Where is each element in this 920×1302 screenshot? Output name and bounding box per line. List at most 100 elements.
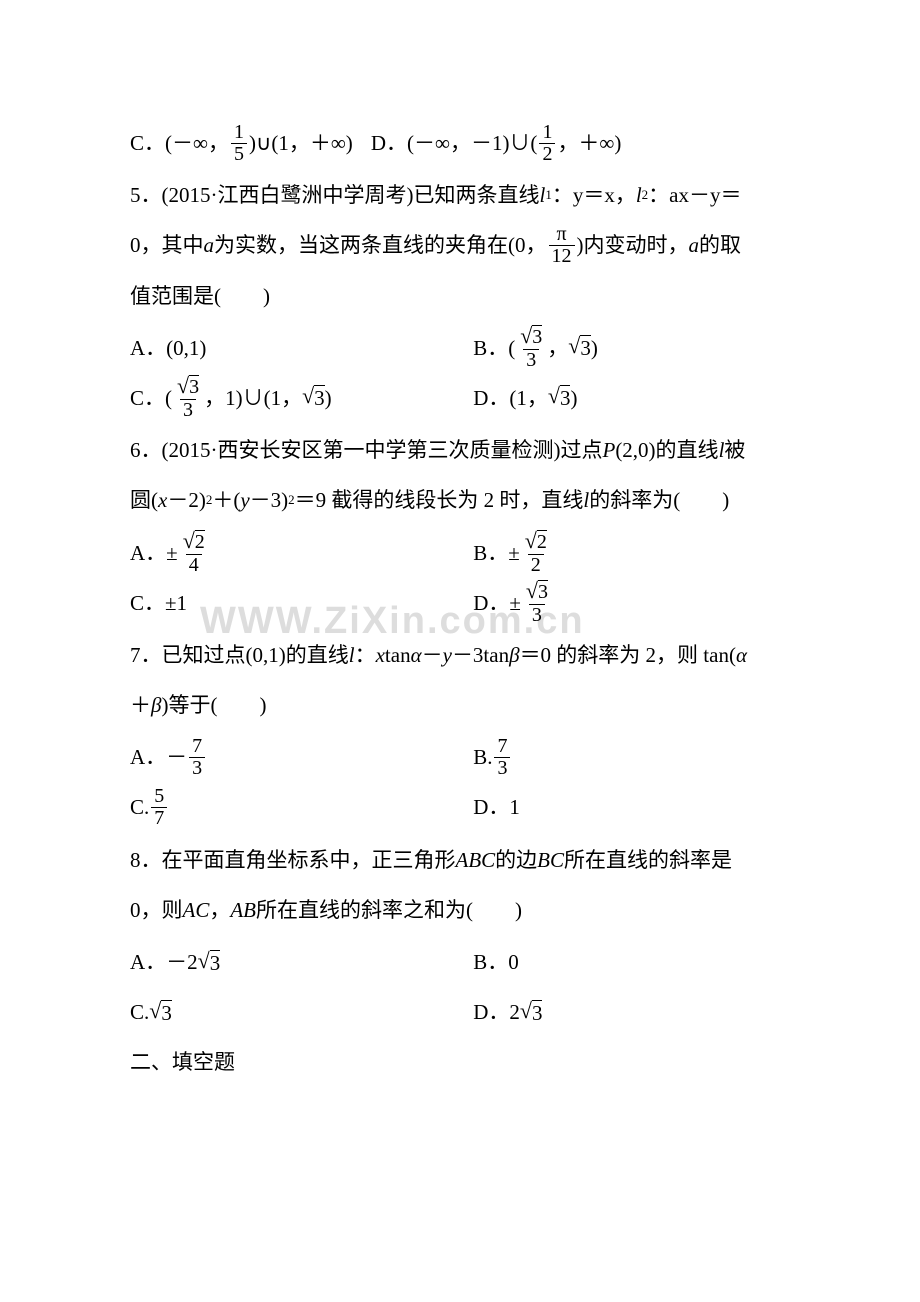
q6-optB-frac: √2 2 — [522, 530, 550, 576]
text: 为实数，当这两条直线的夹角在(0， — [214, 222, 547, 268]
q4-optC-prefix: C．(－∞， — [130, 120, 229, 166]
sqrt-arg: 3 — [538, 580, 548, 604]
text: ＋( — [212, 477, 240, 523]
frac-num: √2 — [180, 530, 208, 554]
text: D．(1， — [473, 375, 548, 421]
frac-den: 2 — [539, 143, 555, 165]
q5-optC-frac: √3 3 — [174, 375, 202, 421]
text: )内变动时， — [577, 222, 689, 268]
sqrt-arg: 3 — [580, 335, 591, 360]
frac-num: √2 — [522, 530, 550, 554]
frac-num: 7 — [494, 736, 510, 757]
text: tan — [385, 632, 411, 678]
q7-optB-frac: 7 3 — [494, 736, 510, 779]
text: C. — [130, 989, 149, 1035]
q6-optD: D．± √3 3 — [473, 580, 790, 626]
q6-optA: A．± √2 4 — [130, 530, 473, 576]
frac-num: √3 — [174, 375, 202, 399]
text: A．(0,1) — [130, 325, 206, 371]
q5-stem: 5．(2015·江西白鹭洲中学周考)已知两条直线 l1 ：y＝x， l2 ：ax… — [130, 172, 790, 319]
q8-optB: B．0 — [473, 939, 790, 985]
q7-optA-frac: 7 3 — [189, 736, 205, 779]
text: B．± — [473, 530, 520, 576]
q6-optA-frac: √2 4 — [180, 530, 208, 576]
q4-optD-frac: 1 2 — [539, 122, 555, 165]
sqrt: √3 — [568, 335, 591, 360]
frac-den: 4 — [186, 554, 202, 576]
sqrt-arg: 3 — [189, 375, 199, 399]
text: 二、填空题 — [130, 1039, 235, 1085]
text: ： — [355, 632, 376, 678]
frac-den: 2 — [528, 554, 544, 576]
q8-optD: D．2 √3 — [473, 989, 790, 1035]
sqrt-arg: 2 — [537, 530, 547, 554]
q5-optC: C．( √3 3 ，1)∪(1， √3 ) — [130, 375, 473, 421]
text: －3tan — [452, 632, 509, 678]
q5-stem-line2: 0，其中 a 为实数，当这两条直线的夹角在(0， π 12 )内变动时， a 的… — [130, 222, 790, 268]
q7-stem: 7．已知过点(0,1)的直线 l ： x tan α － y －3tan β ＝… — [130, 632, 790, 728]
q6-stem: 6．(2015·西安长安区第一中学第三次质量检测)过点 P (2,0)的直线 l… — [130, 427, 790, 523]
sqrt: √3 — [548, 385, 571, 410]
frac-num: 1 — [231, 122, 247, 143]
sqrt-arg: 3 — [560, 385, 571, 410]
sqrt-arg: 3 — [314, 385, 325, 410]
q8-options-cd: C. √3 D．2 √3 — [130, 989, 790, 1035]
sqrt-arg: 3 — [161, 1000, 172, 1025]
text: D．2 — [473, 989, 520, 1035]
page-content: C．(－∞， 1 5 )∪(1，＋∞) D．(－∞，－1)∪( 1 2 ，＋∞)… — [130, 120, 790, 1086]
text: －2) — [167, 477, 206, 523]
q7-optC-frac: 5 7 — [151, 786, 167, 829]
text: B. — [473, 734, 492, 780]
italic-AB: AB — [230, 887, 256, 933]
text: 7．已知过点(0,1)的直线 — [130, 632, 349, 678]
q7-optB: B. 7 3 — [473, 734, 790, 780]
text: 的斜率为( ) — [589, 477, 729, 523]
text: 值范围是( ) — [130, 273, 270, 319]
q7-stem-line2: ＋ β )等于( ) — [130, 682, 790, 728]
italic-alpha: α — [736, 632, 747, 678]
frac-den: 3 — [180, 399, 196, 421]
text: 被 — [724, 427, 745, 473]
text: C. — [130, 784, 149, 830]
q6-options-cd: C．±1 D．± √3 3 — [130, 580, 790, 626]
q4-options-cd: C．(－∞， 1 5 )∪(1，＋∞) D．(－∞，－1)∪( 1 2 ，＋∞) — [130, 120, 790, 166]
italic-x: x — [158, 477, 167, 523]
sqrt: √3 — [302, 385, 325, 410]
q8-stem-line2: 0，则 AC ， AB 所在直线的斜率之和为( ) — [130, 887, 790, 933]
text: ) — [591, 325, 598, 371]
q8-optA: A．－2 √3 — [130, 939, 473, 985]
q7-optA: A．－ 7 3 — [130, 734, 473, 780]
q8-stem-line1: 8．在平面直角坐标系中，正三角形 ABC 的边 BC 所在直线的斜率是 — [130, 837, 790, 883]
frac-num: 1 — [539, 122, 555, 143]
q7-optD: D．1 — [473, 784, 790, 830]
text: 的取 — [699, 222, 741, 268]
q5-options-ab: A．(0,1) B．( √3 3 ， √3 ) — [130, 325, 790, 371]
q4-optD-prefix: D．(－∞，－1)∪( — [371, 120, 538, 166]
q5-options-cd: C．( √3 3 ，1)∪(1， √3 ) D．(1， √3 ) — [130, 375, 790, 421]
text: ＝0 的斜率为 2，则 tan( — [520, 632, 736, 678]
italic-a: a — [689, 222, 700, 268]
text: A．－ — [130, 734, 187, 780]
sqrt: √3 — [149, 1000, 172, 1025]
frac-den: 3 — [523, 349, 539, 371]
frac-num: √3 — [517, 325, 545, 349]
q4-optC-suffix: )∪(1，＋∞) — [249, 120, 353, 166]
q5-optD: D．(1， √3 ) — [473, 375, 790, 421]
q8-stem: 8．在平面直角坐标系中，正三角形 ABC 的边 BC 所在直线的斜率是 0，则 … — [130, 837, 790, 933]
q7-options-cd: C. 5 7 D．1 — [130, 784, 790, 830]
italic-a: a — [204, 222, 215, 268]
text: ：ax－y＝ — [648, 172, 741, 218]
italic-BC: BC — [537, 837, 564, 883]
text: －3) — [250, 477, 289, 523]
frac-num: 5 — [151, 786, 167, 807]
sqrt: √3 — [520, 1000, 543, 1025]
italic-ABC: ABC — [456, 837, 496, 883]
q5-optB-frac: √3 3 — [517, 325, 545, 371]
text: 8．在平面直角坐标系中，正三角形 — [130, 837, 456, 883]
q6-options-ab: A．± √2 4 B．± √2 2 — [130, 530, 790, 576]
text: 的边 — [495, 837, 537, 883]
frac-den: 7 — [151, 807, 167, 829]
text: ＝9 截得的线段长为 2 时，直线 — [295, 477, 584, 523]
text: 6．(2015·西安长安区第一中学第三次质量检测)过点 — [130, 427, 602, 473]
text: D．± — [473, 580, 521, 626]
